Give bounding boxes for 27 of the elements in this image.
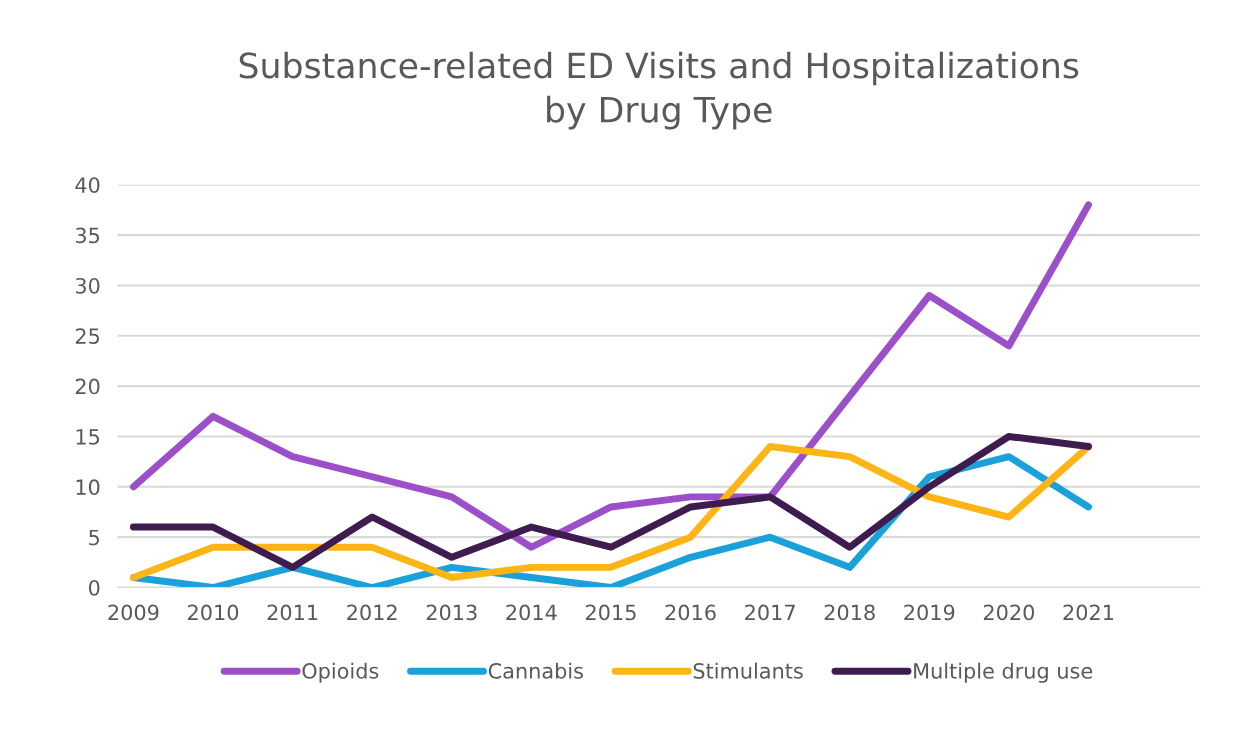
legend-label: Cannabis: [488, 662, 583, 679]
chart-title: Substance-related ED Visits and Hospitalizations by Drug Type: [239, 51, 1079, 130]
y-tick-label: 0: [88, 579, 100, 596]
y-tick-label: 20: [75, 378, 100, 395]
x-tick-label: 2018: [824, 604, 875, 621]
x-tick-label: 2020: [983, 604, 1035, 621]
y-tick-label: 10: [76, 479, 100, 496]
x-tick-label: 2019: [904, 604, 955, 621]
x-tick-label: 2013: [426, 604, 477, 621]
x-tick-label: 2021: [1063, 604, 1114, 621]
legend-label: Multiple drug use: [914, 662, 1093, 683]
x-tick-label: 2016: [665, 604, 716, 621]
legend-label: Opioids: [302, 662, 379, 683]
y-tick-label: 5: [89, 529, 100, 546]
y-tick-label: 40: [75, 177, 100, 193]
y-tick-label: 25: [75, 328, 100, 344]
y-tick-label: 35: [75, 227, 100, 244]
y-tick-label: 30: [75, 277, 100, 294]
x-tick-label: 2017: [745, 604, 795, 621]
x-tick-label: 2012: [347, 604, 397, 621]
legend-label: Stimulants: [693, 662, 803, 679]
x-tick-label: 2009: [108, 604, 159, 621]
x-tick-label: 2010: [188, 604, 239, 621]
x-tick-label: 2011: [267, 604, 318, 621]
y-tick-label: 15: [76, 429, 100, 445]
x-tick-label: 2015: [585, 604, 636, 621]
x-tick-label: 2014: [506, 604, 557, 621]
